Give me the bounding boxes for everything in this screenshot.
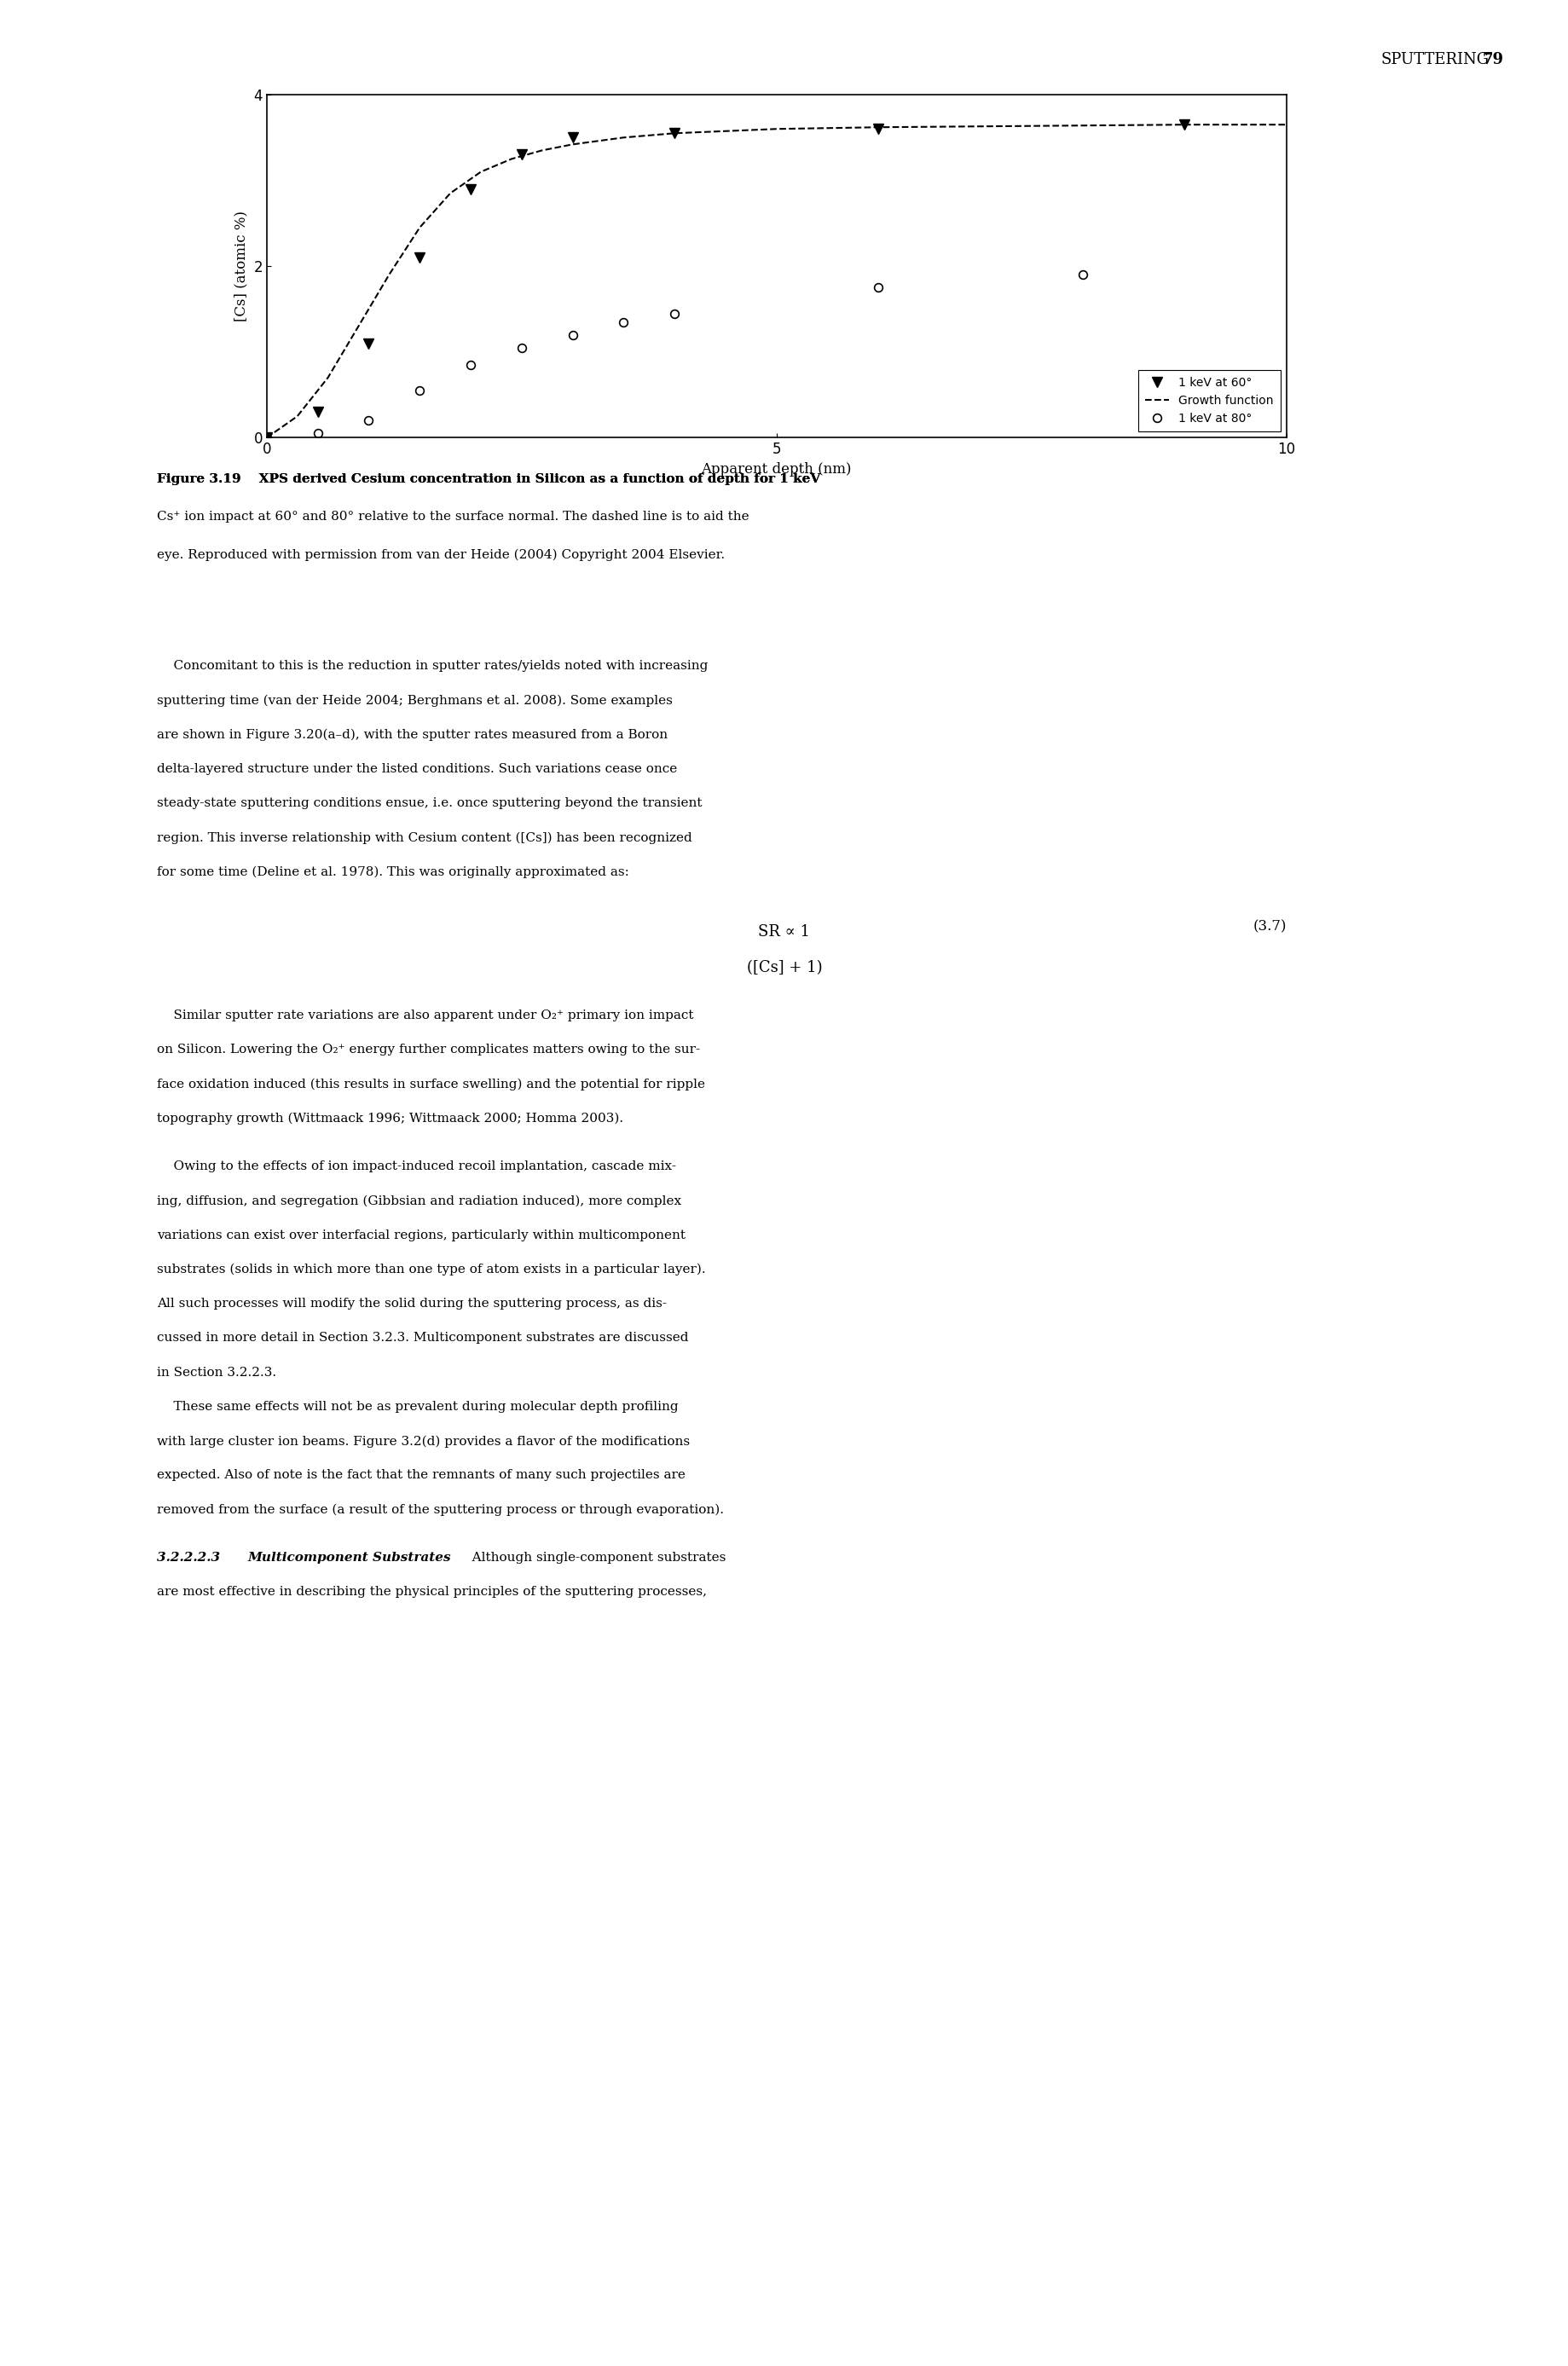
- Text: Figure 3.19    XPS derived Cesium concentration in Silicon as a function of dept: Figure 3.19 XPS derived Cesium concentra…: [157, 473, 820, 485]
- Text: Although single-component substrates: Although single-component substrates: [459, 1552, 726, 1564]
- X-axis label: Apparent depth (nm): Apparent depth (nm): [701, 461, 851, 476]
- Text: with large cluster ion beams. Figure 3.2(d) provides a flavor of the modificatio: with large cluster ion beams. Figure 3.2…: [157, 1436, 690, 1448]
- Text: eye. Reproduced with permission from van der Heide (2004) Copyright 2004 Elsevie: eye. Reproduced with permission from van…: [157, 549, 724, 561]
- Text: Cs⁺ ion impact at 60° and 80° relative to the surface normal. The dashed line is: Cs⁺ ion impact at 60° and 80° relative t…: [157, 511, 750, 523]
- Text: Similar sputter rate variations are also apparent under O₂⁺ primary ion impact: Similar sputter rate variations are also…: [157, 1010, 693, 1022]
- Text: SR ∝ 1: SR ∝ 1: [757, 923, 811, 939]
- Text: ([Cs] + 1): ([Cs] + 1): [746, 961, 822, 975]
- Text: are most effective in describing the physical principles of the sputtering proce: are most effective in describing the phy…: [157, 1585, 707, 1597]
- Text: substrates (solids in which more than one type of atom exists in a particular la: substrates (solids in which more than on…: [157, 1263, 706, 1275]
- Text: expected. Also of note is the fact that the remnants of many such projectiles ar: expected. Also of note is the fact that …: [157, 1469, 685, 1481]
- Text: variations can exist over interfacial regions, particularly within multicomponen: variations can exist over interfacial re…: [157, 1230, 685, 1242]
- Text: Owing to the effects of ion impact-induced recoil implantation, cascade mix-: Owing to the effects of ion impact-induc…: [157, 1162, 676, 1174]
- Text: topography growth (Wittmaack 1996; Wittmaack 2000; Homma 2003).: topography growth (Wittmaack 1996; Wittm…: [157, 1112, 622, 1124]
- Text: All such processes will modify the solid during the sputtering process, as dis-: All such processes will modify the solid…: [157, 1299, 666, 1311]
- Text: 3.2.2.2.3: 3.2.2.2.3: [157, 1552, 229, 1564]
- Y-axis label: [Cs] (atomic %): [Cs] (atomic %): [234, 211, 249, 322]
- Text: ing, diffusion, and segregation (Gibbsian and radiation induced), more complex: ing, diffusion, and segregation (Gibbsia…: [157, 1195, 681, 1207]
- Text: cussed in more detail in Section 3.2.3. Multicomponent substrates are discussed: cussed in more detail in Section 3.2.3. …: [157, 1332, 688, 1344]
- Text: sputtering time (van der Heide 2004; Berghmans et al. 2008). Some examples: sputtering time (van der Heide 2004; Ber…: [157, 696, 673, 707]
- Text: Multicomponent Substrates: Multicomponent Substrates: [248, 1552, 452, 1564]
- Text: Concomitant to this is the reduction in sputter rates/yields noted with increasi: Concomitant to this is the reduction in …: [157, 660, 707, 672]
- Text: region. This inverse relationship with Cesium content ([Cs]) has been recognized: region. This inverse relationship with C…: [157, 830, 691, 845]
- Text: face oxidation induced (this results in surface swelling) and the potential for : face oxidation induced (this results in …: [157, 1079, 704, 1091]
- Text: removed from the surface (a result of the sputtering process or through evaporat: removed from the surface (a result of th…: [157, 1505, 723, 1517]
- Text: in Section 3.2.2.3.: in Section 3.2.2.3.: [157, 1368, 276, 1379]
- Legend: 1 keV at 60°, Growth function, 1 keV at 80°: 1 keV at 60°, Growth function, 1 keV at …: [1137, 369, 1279, 431]
- Text: steady-state sputtering conditions ensue, i.e. once sputtering beyond the transi: steady-state sputtering conditions ensue…: [157, 797, 702, 809]
- Text: delta-layered structure under the listed conditions. Such variations cease once: delta-layered structure under the listed…: [157, 762, 677, 776]
- Text: Figure 3.19    XPS derived Cesium concentration in Silicon as a function of dept: Figure 3.19 XPS derived Cesium concentra…: [157, 473, 820, 485]
- Text: for some time (Deline et al. 1978). This was originally approximated as:: for some time (Deline et al. 1978). This…: [157, 866, 629, 878]
- Text: 79: 79: [1482, 52, 1504, 66]
- Text: SPUTTERING: SPUTTERING: [1380, 52, 1488, 66]
- Text: are shown in Figure 3.20(a–d), with the sputter rates measured from a Boron: are shown in Figure 3.20(a–d), with the …: [157, 729, 668, 741]
- Text: on Silicon. Lowering the O₂⁺ energy further complicates matters owing to the sur: on Silicon. Lowering the O₂⁺ energy furt…: [157, 1043, 699, 1055]
- Text: These same effects will not be as prevalent during molecular depth profiling: These same effects will not be as preval…: [157, 1401, 677, 1413]
- Text: (3.7): (3.7): [1253, 920, 1286, 935]
